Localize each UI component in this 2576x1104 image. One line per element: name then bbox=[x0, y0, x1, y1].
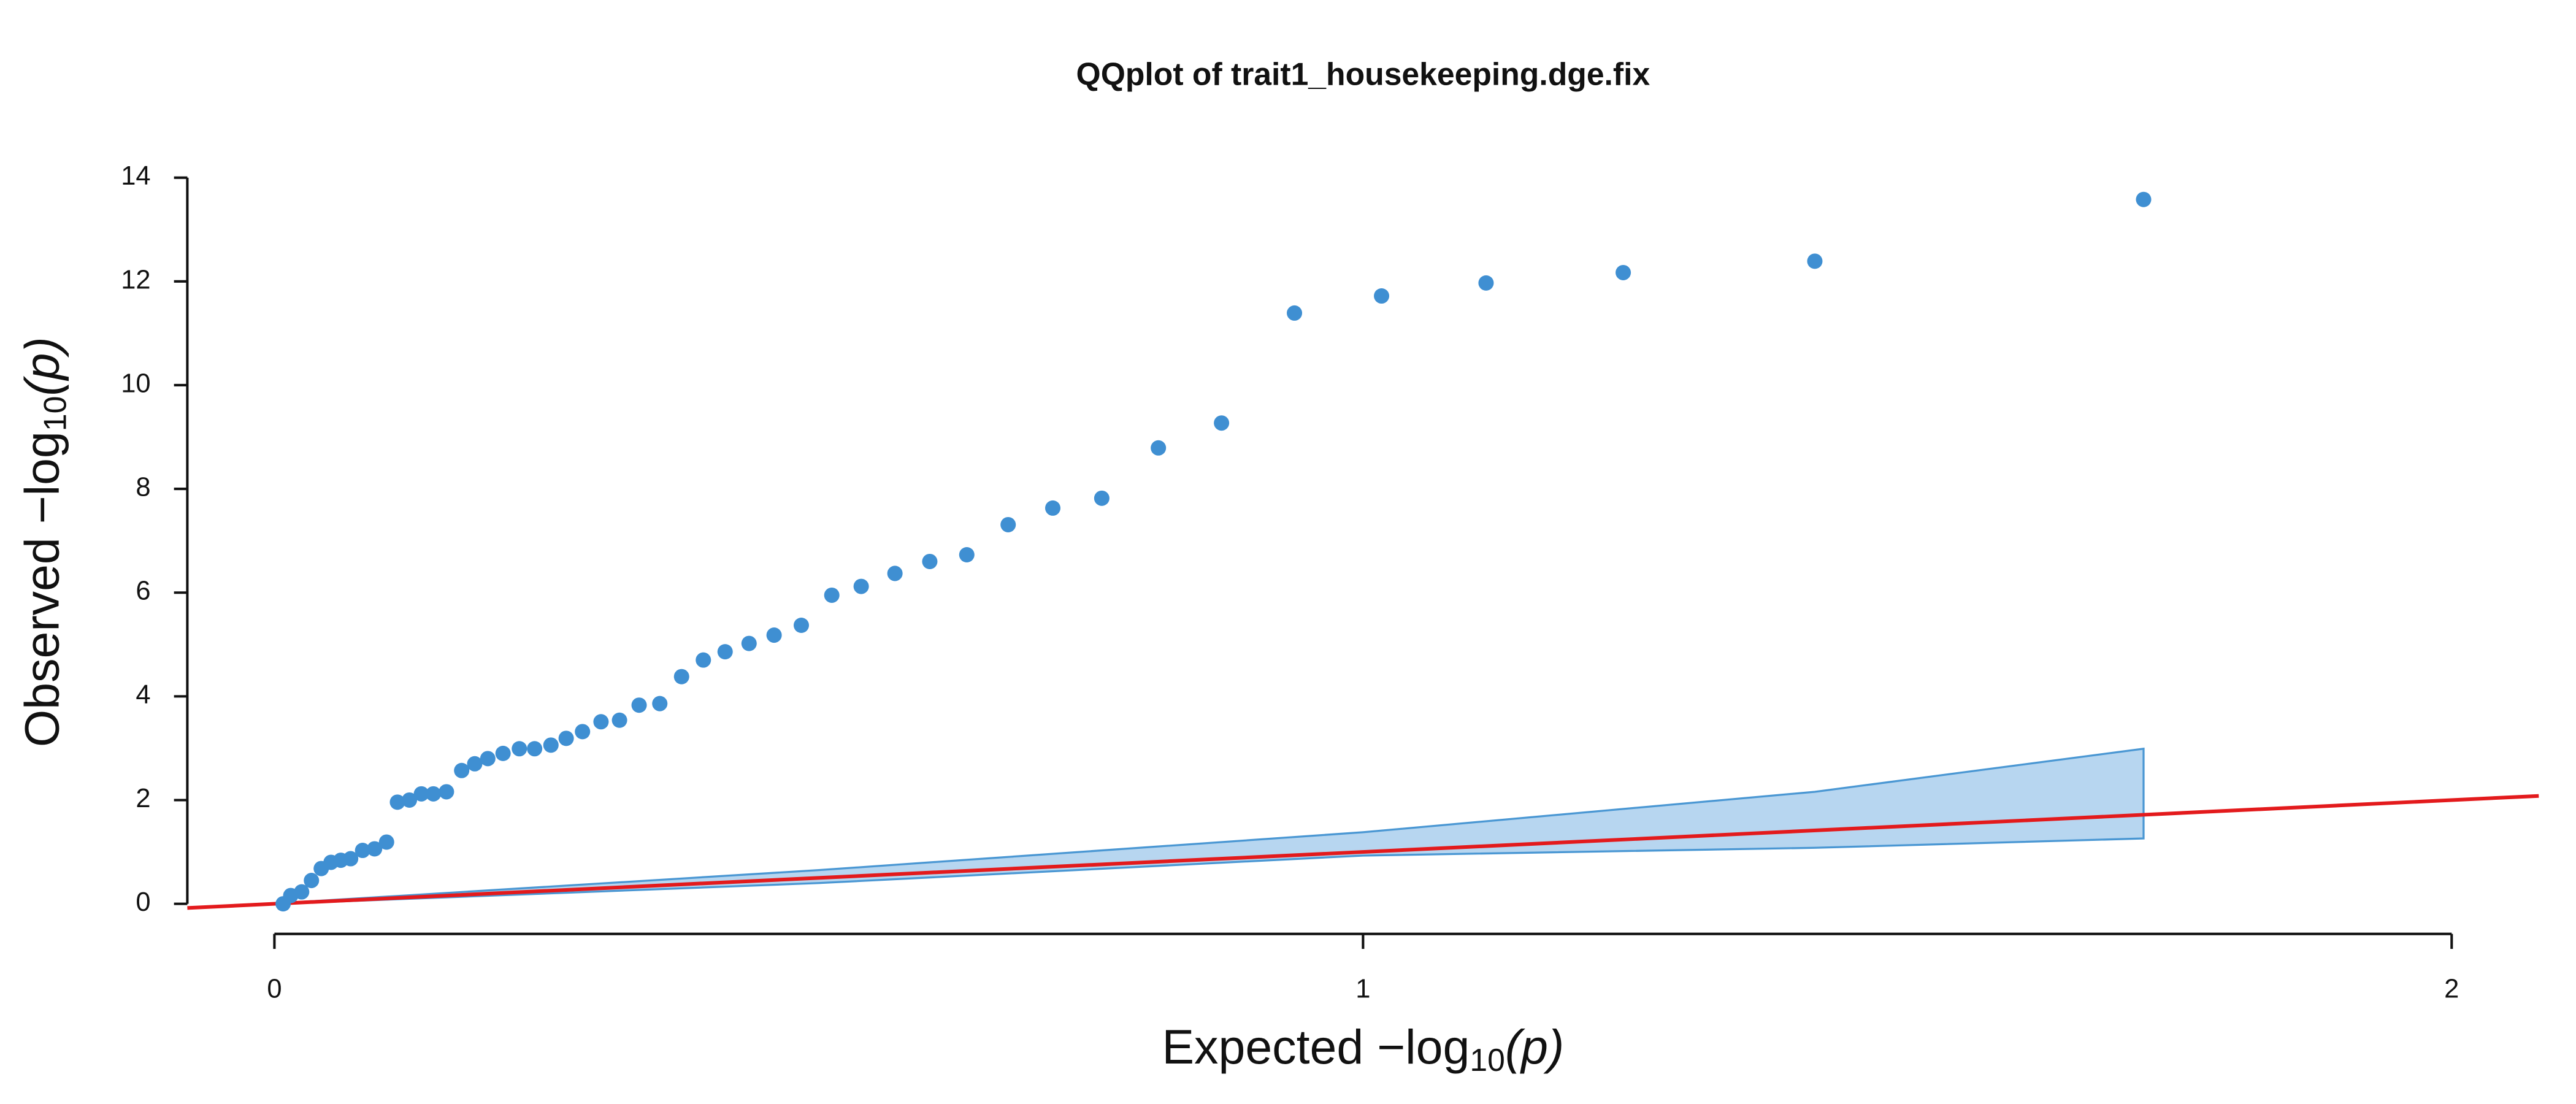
data-point bbox=[527, 741, 543, 757]
x-axis-title-text: Expected −log bbox=[1162, 1020, 1470, 1074]
y-tick-label: 4 bbox=[136, 680, 150, 710]
data-point bbox=[426, 786, 442, 802]
data-point bbox=[1151, 440, 1167, 456]
y-tick-label: 14 bbox=[121, 161, 150, 191]
y-tick-label: 2 bbox=[136, 784, 150, 813]
data-point bbox=[355, 843, 370, 859]
data-point bbox=[673, 669, 689, 684]
y-axis-title-suffix: (p) bbox=[15, 337, 69, 396]
data-point bbox=[467, 756, 483, 772]
x-axis-title: Expected −log10(p) bbox=[1162, 1020, 1564, 1078]
data-point bbox=[959, 546, 975, 563]
data-point bbox=[575, 724, 591, 740]
data-point bbox=[887, 565, 903, 581]
x-tick-label: 1 bbox=[1355, 975, 1370, 1004]
data-point bbox=[294, 884, 310, 900]
data-point bbox=[2136, 191, 2152, 207]
data-point bbox=[766, 627, 782, 643]
data-point bbox=[696, 652, 711, 668]
y-tick-label: 0 bbox=[136, 887, 150, 917]
data-point bbox=[512, 741, 527, 757]
data-point bbox=[824, 587, 840, 603]
data-point bbox=[1214, 415, 1230, 431]
data-point bbox=[439, 784, 454, 800]
data-point bbox=[543, 737, 559, 753]
y-axis-title-text: Observed −log bbox=[15, 431, 69, 747]
identity-line bbox=[187, 794, 2539, 910]
data-point bbox=[1287, 305, 1303, 321]
y-tick-label: 8 bbox=[136, 473, 150, 502]
data-point bbox=[378, 834, 394, 850]
y-axis-title: Observed −log10(p) bbox=[15, 337, 72, 747]
data-point bbox=[741, 635, 757, 651]
data-point bbox=[1000, 516, 1016, 532]
y-axis-title-subscript: 10 bbox=[37, 396, 72, 431]
x-axis-title-suffix: (p) bbox=[1505, 1020, 1564, 1074]
data-point bbox=[389, 794, 405, 810]
data-point bbox=[367, 841, 383, 857]
data-point bbox=[793, 617, 810, 634]
data-point bbox=[853, 578, 869, 594]
data-point bbox=[1374, 288, 1390, 304]
y-tick-label: 10 bbox=[121, 369, 150, 398]
data-point bbox=[402, 792, 418, 808]
data-point bbox=[1478, 275, 1494, 291]
data-point bbox=[922, 553, 938, 569]
data-point bbox=[495, 745, 511, 761]
data-point bbox=[611, 712, 627, 728]
confidence-band bbox=[277, 747, 2145, 905]
data-point bbox=[1094, 490, 1110, 506]
data-point bbox=[1807, 253, 1823, 269]
x-axis-title-subscript: 10 bbox=[1470, 1042, 1505, 1078]
chart-title: QQplot of trait1_housekeeping.dge.fix bbox=[1076, 56, 1650, 92]
y-tick-label: 12 bbox=[121, 265, 150, 294]
data-point bbox=[454, 762, 470, 778]
data-point bbox=[1045, 500, 1061, 516]
data-point bbox=[593, 714, 609, 730]
data-point bbox=[652, 696, 668, 711]
y-tick-label: 6 bbox=[136, 577, 150, 606]
data-point bbox=[631, 697, 647, 713]
data-point bbox=[304, 873, 320, 889]
data-point bbox=[343, 851, 359, 867]
data-point bbox=[1616, 264, 1631, 280]
data-point bbox=[413, 786, 429, 802]
x-tick-label: 0 bbox=[267, 975, 282, 1004]
x-tick-label: 2 bbox=[2444, 975, 2459, 1004]
data-point bbox=[480, 751, 496, 767]
data-point bbox=[717, 644, 733, 660]
data-point bbox=[558, 730, 574, 746]
